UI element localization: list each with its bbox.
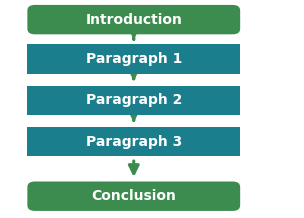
Text: Introduction: Introduction (85, 13, 182, 27)
FancyBboxPatch shape (27, 5, 240, 34)
FancyBboxPatch shape (27, 127, 240, 157)
Text: Paragraph 3: Paragraph 3 (86, 135, 182, 149)
Text: Paragraph 1: Paragraph 1 (85, 52, 182, 66)
Text: Conclusion: Conclusion (91, 189, 176, 203)
FancyBboxPatch shape (27, 181, 240, 211)
Text: Paragraph 2: Paragraph 2 (85, 93, 182, 107)
FancyBboxPatch shape (27, 44, 240, 74)
FancyBboxPatch shape (27, 85, 240, 115)
